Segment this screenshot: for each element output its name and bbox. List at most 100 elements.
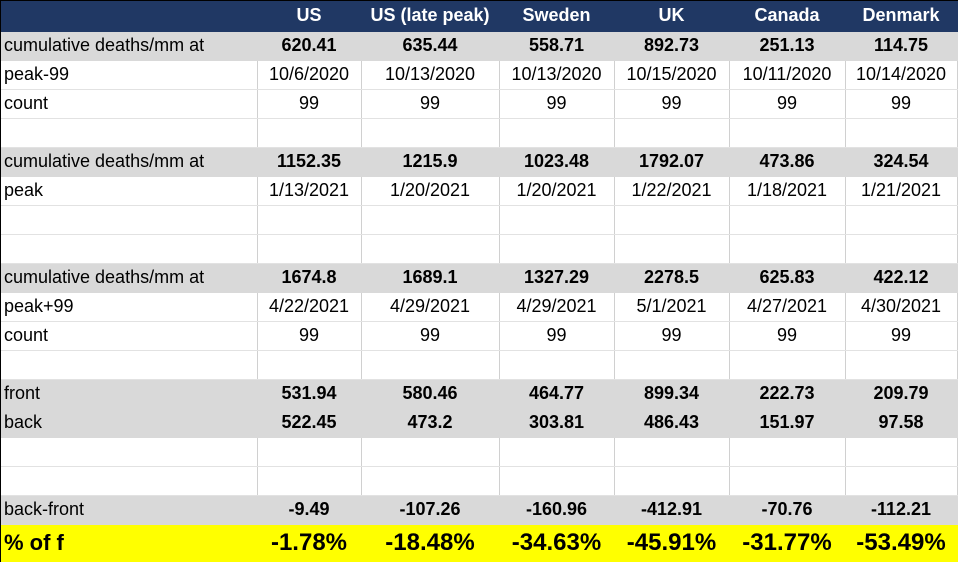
value-cell[interactable]: [845, 118, 958, 148]
header-cell-canada[interactable]: Canada: [729, 1, 846, 32]
value-cell[interactable]: 10/6/2020: [257, 60, 362, 90]
value-cell[interactable]: 1689.1: [361, 263, 500, 293]
value-cell[interactable]: 114.75: [845, 31, 958, 61]
value-cell[interactable]: -160.96: [499, 495, 615, 525]
header-cell-us[interactable]: US: [257, 1, 362, 32]
row-label-cell[interactable]: back-front: [1, 495, 258, 525]
row-label-cell[interactable]: [1, 437, 258, 467]
row-label-cell[interactable]: [1, 350, 258, 380]
value-cell[interactable]: 522.45: [257, 408, 362, 438]
value-cell[interactable]: [499, 205, 615, 235]
value-cell[interactable]: -45.91%: [614, 524, 730, 562]
value-cell[interactable]: 1674.8: [257, 263, 362, 293]
value-cell[interactable]: 99: [845, 89, 958, 119]
value-cell[interactable]: 4/27/2021: [729, 292, 846, 322]
value-cell[interactable]: -412.91: [614, 495, 730, 525]
value-cell[interactable]: 1327.29: [499, 263, 615, 293]
value-cell[interactable]: 1152.35: [257, 147, 362, 177]
value-cell[interactable]: -112.21: [845, 495, 958, 525]
value-cell[interactable]: 303.81: [499, 408, 615, 438]
value-cell[interactable]: [614, 350, 730, 380]
value-cell[interactable]: [257, 350, 362, 380]
row-label-cell[interactable]: cumulative deaths/mm at: [1, 147, 258, 177]
row-label-cell[interactable]: [1, 466, 258, 496]
value-cell[interactable]: 99: [361, 89, 500, 119]
value-cell[interactable]: 473.2: [361, 408, 500, 438]
value-cell[interactable]: -18.48%: [361, 524, 500, 562]
value-cell[interactable]: [257, 437, 362, 467]
value-cell[interactable]: [729, 466, 846, 496]
value-cell[interactable]: 635.44: [361, 31, 500, 61]
value-cell[interactable]: 473.86: [729, 147, 846, 177]
value-cell[interactable]: [845, 205, 958, 235]
value-cell[interactable]: 1/20/2021: [361, 176, 500, 206]
value-cell[interactable]: [361, 437, 500, 467]
value-cell[interactable]: 892.73: [614, 31, 730, 61]
value-cell[interactable]: 5/1/2021: [614, 292, 730, 322]
row-label-cell[interactable]: cumulative deaths/mm at: [1, 263, 258, 293]
value-cell[interactable]: -107.26: [361, 495, 500, 525]
value-cell[interactable]: 97.58: [845, 408, 958, 438]
value-cell[interactable]: [614, 466, 730, 496]
value-cell[interactable]: 558.71: [499, 31, 615, 61]
value-cell[interactable]: [257, 118, 362, 148]
row-label-cell[interactable]: peak: [1, 176, 258, 206]
value-cell[interactable]: [361, 466, 500, 496]
value-cell[interactable]: [614, 118, 730, 148]
value-cell[interactable]: 99: [361, 321, 500, 351]
row-label-cell[interactable]: [1, 234, 258, 264]
value-cell[interactable]: [614, 234, 730, 264]
value-cell[interactable]: [614, 205, 730, 235]
value-cell[interactable]: 10/13/2020: [361, 60, 500, 90]
value-cell[interactable]: 324.54: [845, 147, 958, 177]
header-cell-uk[interactable]: UK: [614, 1, 730, 32]
value-cell[interactable]: [845, 437, 958, 467]
value-cell[interactable]: 4/30/2021: [845, 292, 958, 322]
value-cell[interactable]: 10/13/2020: [499, 60, 615, 90]
value-cell[interactable]: 1023.48: [499, 147, 615, 177]
header-cell-us-late-peak[interactable]: US (late peak): [361, 1, 500, 32]
value-cell[interactable]: 99: [499, 89, 615, 119]
value-cell[interactable]: 1/20/2021: [499, 176, 615, 206]
row-label-cell[interactable]: % of f: [1, 524, 258, 562]
value-cell[interactable]: [845, 466, 958, 496]
value-cell[interactable]: -9.49: [257, 495, 362, 525]
value-cell[interactable]: [729, 350, 846, 380]
value-cell[interactable]: 531.94: [257, 379, 362, 409]
value-cell[interactable]: [499, 437, 615, 467]
value-cell[interactable]: 625.83: [729, 263, 846, 293]
header-cell-sweden[interactable]: Sweden: [499, 1, 615, 32]
value-cell[interactable]: 486.43: [614, 408, 730, 438]
value-cell[interactable]: 2278.5: [614, 263, 730, 293]
value-cell[interactable]: 1/21/2021: [845, 176, 958, 206]
value-cell[interactable]: 1792.07: [614, 147, 730, 177]
value-cell[interactable]: [845, 234, 958, 264]
value-cell[interactable]: 10/11/2020: [729, 60, 846, 90]
value-cell[interactable]: 464.77: [499, 379, 615, 409]
value-cell[interactable]: 99: [499, 321, 615, 351]
value-cell[interactable]: 4/22/2021: [257, 292, 362, 322]
value-cell[interactable]: 1215.9: [361, 147, 500, 177]
value-cell[interactable]: [361, 205, 500, 235]
value-cell[interactable]: [361, 234, 500, 264]
value-cell[interactable]: [257, 234, 362, 264]
value-cell[interactable]: -53.49%: [845, 524, 958, 562]
value-cell[interactable]: [257, 466, 362, 496]
value-cell[interactable]: 899.34: [614, 379, 730, 409]
row-label-cell[interactable]: front: [1, 379, 258, 409]
value-cell[interactable]: 620.41: [257, 31, 362, 61]
value-cell[interactable]: 99: [257, 89, 362, 119]
value-cell[interactable]: 209.79: [845, 379, 958, 409]
value-cell[interactable]: 10/15/2020: [614, 60, 730, 90]
value-cell[interactable]: [499, 466, 615, 496]
value-cell[interactable]: [729, 118, 846, 148]
row-label-cell[interactable]: [1, 118, 258, 148]
value-cell[interactable]: 99: [614, 321, 730, 351]
value-cell[interactable]: 4/29/2021: [499, 292, 615, 322]
row-label-cell[interactable]: count: [1, 89, 258, 119]
value-cell[interactable]: [361, 118, 500, 148]
value-cell[interactable]: 99: [729, 321, 846, 351]
value-cell[interactable]: [729, 205, 846, 235]
value-cell[interactable]: [361, 350, 500, 380]
value-cell[interactable]: -70.76: [729, 495, 846, 525]
